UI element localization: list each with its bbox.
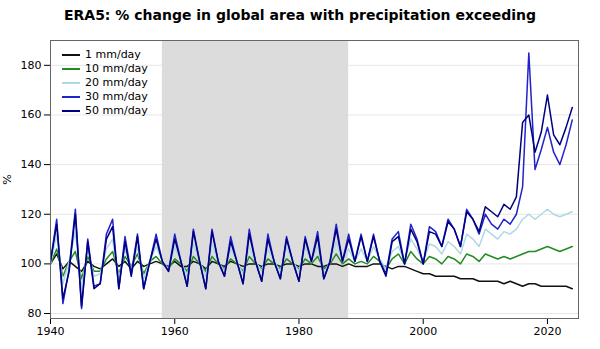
svg-text:%: % [1,174,14,184]
html-text:50 mm/day: 50 mm/day [85,104,148,117]
svg-text:120: 120 [21,208,42,221]
svg-text:1940: 1940 [37,325,65,338]
svg-text:140: 140 [21,158,42,171]
svg-text:100: 100 [21,257,42,270]
svg-text:1980: 1980 [285,325,313,338]
svg-text:160: 160 [21,108,42,121]
svg-text:2020: 2020 [533,325,561,338]
svg-text:2000: 2000 [409,325,437,338]
html-text:1 mm/day: 1 mm/day [85,48,141,61]
html-text:20 mm/day: 20 mm/day [85,76,148,89]
html-text:10 mm/day: 10 mm/day [85,62,148,75]
svg-text:80: 80 [28,307,42,320]
html-text:30 mm/day: 30 mm/day [85,90,148,103]
svg-text:180: 180 [21,59,42,72]
html-text:ERA5: % change in global area: ERA5: % change in global area with preci… [64,7,536,23]
svg-text:1960: 1960 [161,325,189,338]
